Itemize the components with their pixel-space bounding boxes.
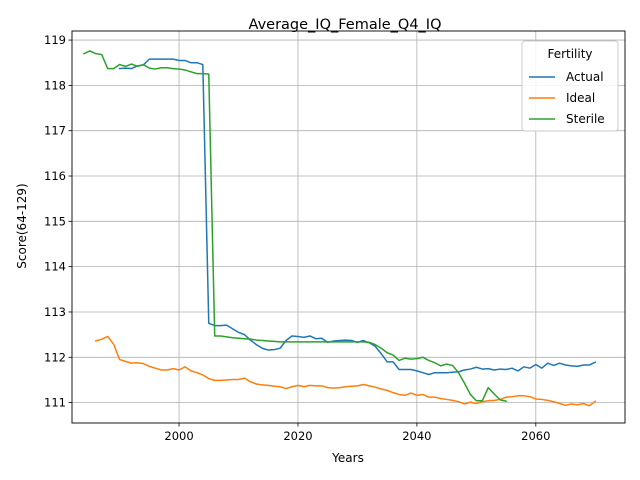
plot-frame [71,30,626,424]
legend-label-ideal: Ideal [566,91,595,105]
legend: Fertility Actual Ideal Sterile [521,40,619,132]
series-line-ideal [94,335,597,407]
y-tick-label: 117 [44,124,66,138]
x-axis-label: Years [331,451,364,465]
y-tick-label: 118 [44,78,66,92]
legend-label-actual: Actual [566,70,604,84]
legend-title: Fertility [547,47,592,61]
y-tick-label: 111 [44,396,66,410]
x-tick-label: 2040 [402,429,431,443]
y-axis-label: Score(64-129) [15,183,29,268]
axis-ticks: 2000 2020 2040 2060 111 112 113 114 115 116 117 118… [44,33,550,443]
legend-label-sterile: Sterile [566,112,605,126]
x-tick-label: 2000 [164,429,193,443]
series-line-sterile [82,50,507,403]
x-tick-label: 2060 [521,429,550,443]
y-tick-label: 113 [44,305,66,319]
y-tick-label: 114 [44,260,66,274]
y-tick-label: 119 [44,33,66,47]
y-tick-label: 112 [44,350,66,364]
chart-title: Average_IQ_Female_Q4_IQ [249,17,442,33]
y-tick-label: 115 [44,214,66,228]
legend-box [521,40,619,132]
series-lines [82,50,597,407]
x-tick-label: 2020 [283,429,312,443]
y-tick-label: 116 [44,169,66,183]
